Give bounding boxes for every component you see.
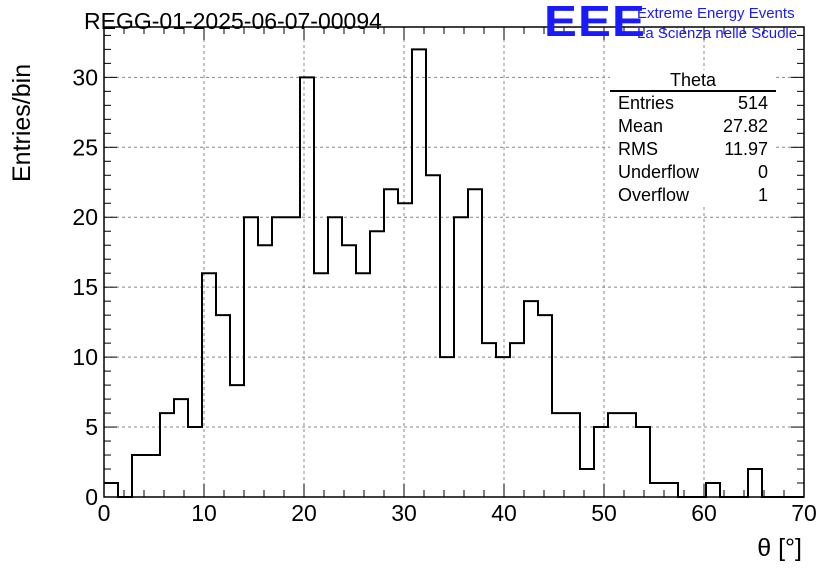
histogram-bin xyxy=(202,273,216,497)
histogram-bin xyxy=(328,217,342,497)
histogram-bin xyxy=(440,357,454,497)
x-tick-label: 60 xyxy=(691,500,717,526)
eee-logo: EEE xyxy=(544,0,646,46)
y-tick-label: 0 xyxy=(85,484,98,510)
histogram-bin xyxy=(230,385,244,497)
x-axis-label: θ [°] xyxy=(757,534,802,562)
histogram-bin xyxy=(482,343,496,497)
histogram-bin xyxy=(566,413,580,497)
y-axis-label: Entries/bin xyxy=(8,63,36,182)
y-tick-label: 30 xyxy=(72,64,98,90)
logo-line-1: Extreme Energy Events xyxy=(637,5,795,22)
histogram-bin xyxy=(272,217,286,497)
histogram-bin xyxy=(356,273,370,497)
histogram-bin xyxy=(608,413,622,497)
histogram-bin xyxy=(510,343,524,497)
stats-label: Entries xyxy=(618,93,675,113)
y-tick-label: 20 xyxy=(72,204,98,230)
histogram-bin xyxy=(426,175,440,497)
histogram-bin xyxy=(664,483,678,497)
stats-label: Overflow xyxy=(618,185,690,205)
y-tick-label: 15 xyxy=(72,274,98,300)
x-tick-label: 0 xyxy=(98,500,111,526)
stats-value: 11.97 xyxy=(724,139,768,159)
stats-value: 514 xyxy=(737,93,768,113)
stats-row: Overflow 1 xyxy=(610,184,776,207)
stats-label: Mean xyxy=(618,116,664,136)
histogram-bin xyxy=(454,217,468,497)
x-tick-label: 40 xyxy=(491,500,517,526)
histogram-bin xyxy=(370,231,384,497)
histogram-bin xyxy=(342,245,356,497)
histogram-bin xyxy=(622,413,636,497)
stats-value: 0 xyxy=(757,162,768,182)
histogram-bin xyxy=(216,315,230,497)
histogram-bin xyxy=(524,301,538,497)
stats-value: 27.82 xyxy=(722,116,768,136)
histogram-bin xyxy=(650,483,664,497)
x-tick-label: 50 xyxy=(591,500,617,526)
y-tick-label: 10 xyxy=(72,344,98,370)
histogram-bin xyxy=(244,217,258,497)
histogram-bin xyxy=(580,469,594,497)
stats-title: Theta xyxy=(610,70,776,92)
histogram-bin xyxy=(132,455,146,497)
x-tick-label: 10 xyxy=(191,500,217,526)
histogram-bin xyxy=(552,413,566,497)
stats-box: Theta Entries 514 Mean 27.82 RMS 11.97 Unde… xyxy=(610,70,776,207)
logo-line-2: La Scienza nelle Scuole xyxy=(637,25,798,42)
histogram-bin xyxy=(398,203,412,497)
x-tick-label: 30 xyxy=(391,500,417,526)
x-tick-label: 70 xyxy=(791,500,817,526)
histogram-bin xyxy=(258,245,272,497)
histogram-bin xyxy=(538,315,552,497)
stats-row: RMS 11.97 xyxy=(610,138,776,161)
histogram-bin xyxy=(496,357,510,497)
histogram-bin xyxy=(636,427,650,497)
histogram-bin xyxy=(174,399,188,497)
stats-row: Mean 27.82 xyxy=(610,115,776,138)
histogram-bin xyxy=(748,469,762,497)
histogram-bin xyxy=(286,217,300,497)
histogram-bin xyxy=(384,189,398,497)
stats-row: Entries 514 xyxy=(610,92,776,115)
chart-title: REGG-01-2025-06-07-00094 xyxy=(84,8,382,34)
histogram-bin xyxy=(706,483,720,497)
histogram-series-line xyxy=(104,48,804,498)
histogram-bin xyxy=(412,49,426,497)
histogram-bin xyxy=(160,413,174,497)
histogram-bin xyxy=(146,455,160,497)
histogram-bin xyxy=(594,427,608,497)
histogram-bin xyxy=(314,273,328,497)
stats-value: 1 xyxy=(757,185,768,205)
stats-label: Underflow xyxy=(618,162,700,182)
histogram-bin xyxy=(300,77,314,497)
plot-frame xyxy=(103,26,805,498)
histogram-bin xyxy=(468,189,482,497)
histogram-bin xyxy=(104,483,118,497)
y-tick-label: 5 xyxy=(85,414,98,440)
logo-caption: Extreme Energy Events La Scienza nelle S… xyxy=(637,4,797,44)
histogram-bin xyxy=(188,427,202,497)
y-tick-label: 25 xyxy=(72,134,98,160)
x-tick-label: 20 xyxy=(291,500,317,526)
stats-row: Underflow 0 xyxy=(610,161,776,184)
stats-label: RMS xyxy=(618,139,658,159)
